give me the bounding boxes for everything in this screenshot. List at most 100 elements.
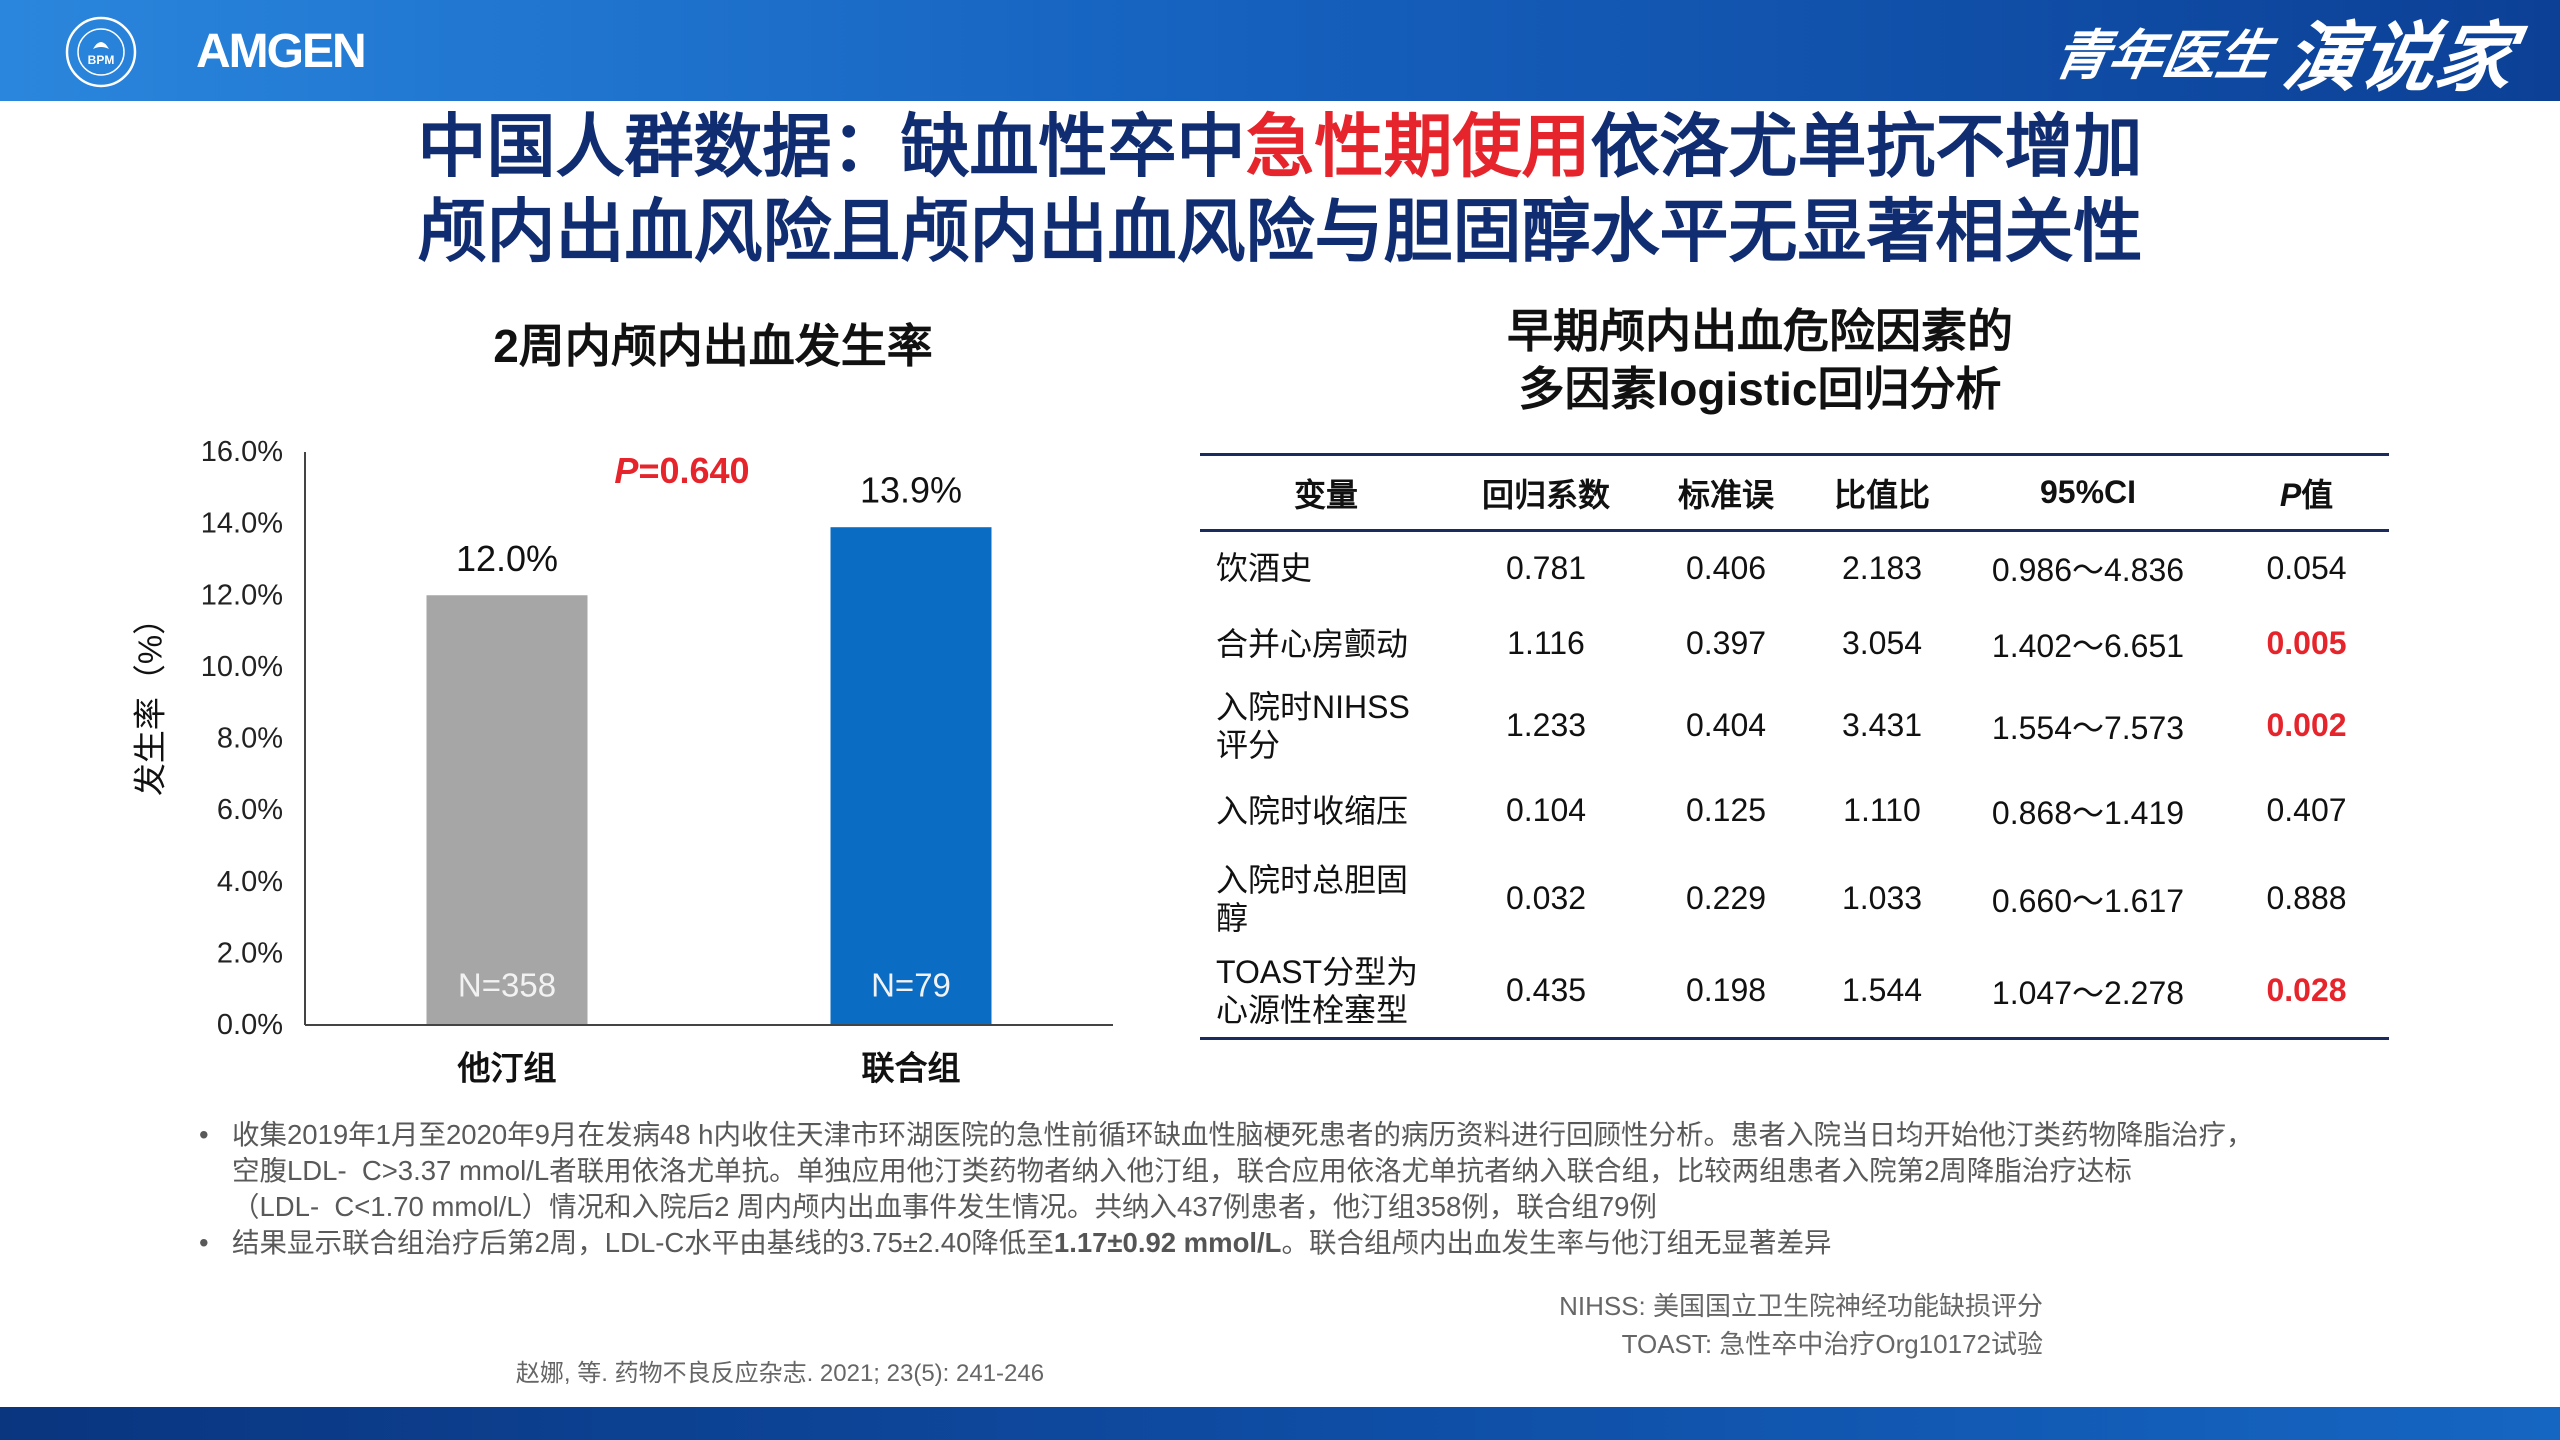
odds-ratio-cell: 1.544 — [1812, 944, 1952, 1040]
ci-cell: 0.660～1.617 — [1991, 882, 2185, 919]
table-row: TOAST分型为 心源性栓塞型 0.435 0.198 1.544 1.047～2… — [1200, 944, 2389, 1040]
brand-logo: 青年医生 演说家 — [2050, 0, 2520, 101]
header-p-suffix: 值 — [2301, 476, 2334, 513]
table-row: 入院时总胆固醇 0.032 0.229 1.033 0.660～1.617 0.… — [1200, 853, 2389, 945]
p-value-cell: 0.005 — [2266, 625, 2347, 661]
table-row: 合并心房颤动 1.116 0.397 3.054 1.402～6.651 0.0… — [1200, 605, 2389, 683]
regression-table: 变量 回归系数 标准误 比值比 95%CI P值 饮酒史 0.781 0.406… — [1200, 453, 2389, 1040]
standard-error-cell: 0.125 — [1685, 792, 1767, 828]
ci-cell: 0.986～4.836 — [1991, 552, 2185, 589]
coefficient-cell: 1.116 — [1507, 625, 1585, 661]
footnote-text: 。联合组颅内出血发生率与他汀组无显著差异 — [1281, 1227, 1832, 1258]
footnote-bold-text: 1.17±0.92 mmol/L — [1053, 1227, 1282, 1258]
bullet-icon: • — [199, 1119, 209, 1150]
bullet-icon: • — [199, 1227, 209, 1258]
variable-label-line: 心源性栓塞型 — [1216, 991, 1409, 1028]
p-value-cell: 0.002 — [2266, 707, 2347, 743]
footnote-line: • 结果显示联合组治疗后第2周，LDL-C水平由基线的3.75±2.40降低至1.… — [199, 1225, 2253, 1261]
table-title-line-1: 早期颅内出血危险因素的 — [1507, 305, 2013, 357]
bar-sample-size-label: N=79 — [871, 967, 951, 1004]
odds-ratio-cell: 3.431 — [1841, 707, 1923, 743]
y-tick-label: 12.0% — [201, 579, 283, 611]
footnote-text: 结果显示联合组治疗后第2周，LDL-C水平由基线的3.75±2.40降低至 — [232, 1227, 1054, 1258]
table-title-line-2: 多因素logistic回归分析 — [1518, 363, 2002, 415]
bpm-logo: BPM — [65, 16, 137, 88]
y-tick-label: 16.0% — [201, 436, 283, 468]
header-p-italic: P — [2279, 476, 2302, 513]
variable-cell: 入院时NIHSS 评分 — [1200, 683, 1452, 769]
y-tick-label: 0.0% — [217, 1009, 283, 1041]
reference-citation: 赵娜, 等. 药物不良反应杂志. 2021; 23(5): 241-246 — [515, 1360, 1045, 1387]
title-text: 中国人群数据：缺血性卒中 — [417, 108, 1246, 185]
abbreviation-nihss: NIHSS: 美国国立卫生院神经功能缺损评分 — [1559, 1291, 2043, 1321]
odds-ratio-cell: 2.183 — [1841, 549, 1923, 586]
footnote-line: 空腹LDL- C>3.37 mmol/L者联用依洛尤单抗。单独应用他汀类药物者纳… — [199, 1153, 2253, 1189]
bpm-logo-text: BPM — [88, 53, 115, 67]
standard-error-cell: 0.229 — [1685, 880, 1767, 916]
table-row: 入院时收缩压 0.104 0.125 1.110 0.868～1.419 0.4… — [1200, 769, 2389, 853]
bar-value-label: 12.0% — [456, 538, 558, 579]
standard-error-cell: 0.198 — [1640, 944, 1812, 1040]
p-value-cell: 0.407 — [2266, 792, 2347, 828]
footer-bar — [0, 1407, 2560, 1440]
brand-logo-small-text: 青年医生 — [2049, 26, 2277, 86]
slide-title-line-1: 中国人群数据：缺血性卒中急性期使用依洛尤单抗不增加 — [0, 104, 2560, 189]
amgen-logo: AMGEN — [196, 25, 367, 78]
coefficient-cell: 0.781 — [1505, 549, 1587, 586]
slide-title: 中国人群数据：缺血性卒中急性期使用依洛尤单抗不增加 颅内出血风险且颅内出血风险与… — [0, 104, 2560, 274]
footnotes: • 收集2019年1月至2020年9月在发病48 h内收住天津市环湖医院的急性前循… — [199, 1117, 2253, 1261]
y-tick-label: 6.0% — [217, 794, 283, 826]
p-value-cell: 0.054 — [2266, 549, 2347, 586]
y-tick-label: 10.0% — [201, 651, 283, 683]
standard-error-cell: 0.397 — [1685, 625, 1767, 661]
p-value-cell: 0.888 — [2266, 880, 2347, 916]
variable-label-line: 合并心房颤动 — [1216, 625, 1409, 662]
footnote-text: 收集2019年1月至2020年9月在发病48 h内收住天津市环湖医院的急性前循环… — [232, 1119, 2254, 1150]
title-text: 依洛尤单抗不增加 — [1590, 108, 2143, 185]
ci-cell: 1.402～6.651 — [1991, 627, 2185, 664]
footnote-text: （LDL- C<1.70 mmol/L）情况和入院后2 周内颅内出血事件发生情况… — [232, 1191, 1657, 1222]
y-tick-label: 14.0% — [201, 508, 283, 540]
odds-ratio-cell: 1.110 — [1843, 792, 1921, 828]
table-row: 入院时NIHSS 评分 1.233 0.404 3.431 1.554～7.573… — [1200, 683, 2389, 769]
abbreviations: NIHSS: 美国国立卫生院神经功能缺损评分 TOAST: 急性卒中治疗Org1… — [1559, 1287, 2043, 1363]
variable-label-line: 醇 — [1216, 899, 1249, 936]
variable-cell: TOAST分型为 心源性栓塞型 — [1200, 944, 1452, 1040]
p-value-cell: 0.028 — [2224, 944, 2389, 1040]
bar-sample-size-label: N=358 — [458, 967, 556, 1004]
bpm-logo-emblem-icon — [93, 42, 109, 49]
p-value-italic: P — [614, 450, 639, 491]
y-tick-label: 8.0% — [217, 723, 283, 755]
bpm-logo-outer-ring — [65, 16, 137, 88]
chart-title: 2周内颅内出血发生率 — [493, 320, 933, 372]
bpm-logo-inner-ring — [77, 28, 125, 76]
header-coefficient: 回归系数 — [1452, 453, 1640, 532]
y-axis-label: 发生率（%） — [132, 602, 169, 796]
standard-error-cell: 0.406 — [1685, 549, 1767, 586]
variable-label-line: 饮酒史 — [1216, 550, 1313, 587]
ci-cell: 0.868～1.419 — [1991, 794, 2185, 831]
bar-2 — [830, 527, 992, 1025]
standard-error-cell: 0.404 — [1685, 707, 1767, 743]
header-standard-error: 标准误 — [1640, 453, 1812, 532]
footnote-line: （LDL- C<1.70 mmol/L）情况和入院后2 周内颅内出血事件发生情况… — [199, 1189, 2253, 1225]
variable-label-line: 入院时NIHSS — [1216, 688, 1410, 725]
variable-cell: 入院时总胆固醇 — [1200, 853, 1452, 945]
title-highlight-text: 急性期使用 — [1245, 108, 1591, 185]
p-value-annotation: P=0.640 — [614, 450, 749, 491]
variable-label-line: 入院时总胆固 — [1216, 861, 1409, 898]
odds-ratio-cell: 3.054 — [1841, 625, 1923, 661]
table-title: 早期颅内出血危险因素的 多因素logistic回归分析 — [1310, 302, 2210, 418]
x-category-label: 联合组 — [862, 1050, 961, 1087]
variable-label-line: 评分 — [1216, 726, 1281, 763]
footnote-line: • 收集2019年1月至2020年9月在发病48 h内收住天津市环湖医院的急性前循… — [199, 1117, 2253, 1153]
variable-label-line: 入院时收缩压 — [1216, 792, 1409, 829]
odds-ratio-cell: 1.033 — [1841, 880, 1923, 916]
slide-title-line-2: 颅内出血风险且颅内出血风险与胆固醇水平无显著相关性 — [417, 193, 2143, 270]
y-tick-label: 4.0% — [217, 866, 283, 898]
footnote-text: 空腹LDL- C>3.37 mmol/L者联用依洛尤单抗。单独应用他汀类药物者纳… — [232, 1155, 2132, 1186]
bar-1 — [426, 595, 588, 1025]
brand-logo-large-text: 演说家 — [2277, 15, 2521, 101]
variable-cell: 合并心房颤动 — [1200, 605, 1452, 683]
header-bar: BPM AMGEN 青年医生 演说家 — [0, 0, 2560, 101]
